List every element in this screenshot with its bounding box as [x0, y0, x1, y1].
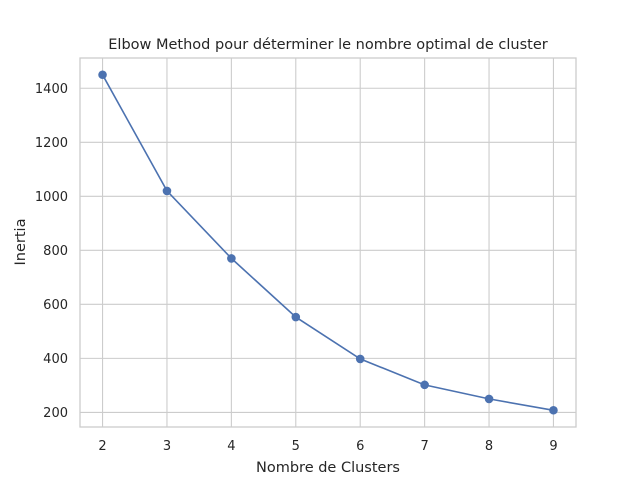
y-tick-label: 800: [43, 244, 68, 259]
data-point: [162, 186, 172, 196]
chart-title: Elbow Method pour déterminer le nombre o…: [108, 37, 547, 53]
y-tick-label: 600: [43, 298, 68, 313]
tick-labels: 2 3 4 5 6 7 8 9 200 400 600 800 1000 1200 1400: [35, 82, 558, 454]
x-tick-label: 6: [356, 439, 364, 454]
x-tick-label: 7: [420, 439, 428, 454]
grid-lines: [80, 58, 576, 427]
x-tick-label: 9: [549, 439, 557, 454]
data-point: [420, 380, 429, 390]
y-axis-label: Inertia: [13, 219, 29, 266]
y-tick-label: 1200: [35, 136, 68, 151]
x-tick-label: 8: [485, 439, 493, 454]
x-tick-label: 3: [163, 439, 171, 454]
y-tick-label: 200: [43, 406, 68, 421]
plot-frame: [79, 57, 577, 428]
x-tick-label: 5: [292, 439, 300, 454]
y-tick-label: 1400: [35, 82, 68, 97]
data-point: [355, 354, 365, 364]
y-tick-label: 400: [43, 352, 68, 367]
x-axis-label: Nombre de Clusters: [256, 460, 400, 476]
x-tick-label: 2: [98, 439, 106, 454]
x-tick-label: 4: [227, 439, 235, 454]
data-point: [549, 405, 558, 415]
data-points: [98, 70, 558, 415]
y-tick-label: 1000: [35, 190, 68, 205]
data-point: [227, 254, 236, 263]
data-point: [484, 394, 494, 404]
data-point: [291, 312, 301, 322]
series-line: [101, 74, 554, 412]
data-point: [98, 70, 107, 80]
